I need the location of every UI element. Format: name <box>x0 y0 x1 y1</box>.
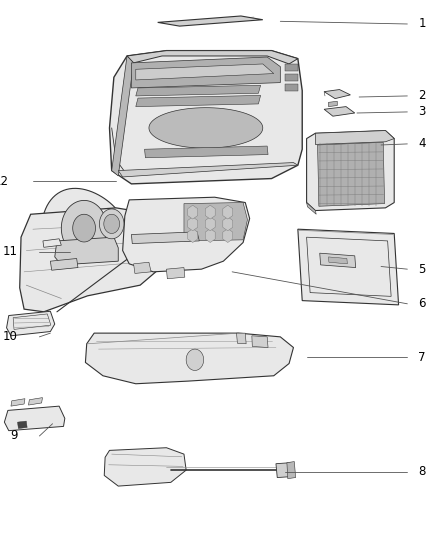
Polygon shape <box>99 209 124 239</box>
Polygon shape <box>136 64 274 80</box>
Polygon shape <box>42 188 125 270</box>
Polygon shape <box>285 84 298 91</box>
Polygon shape <box>55 237 118 265</box>
Text: 6: 6 <box>418 297 426 310</box>
Polygon shape <box>50 259 78 270</box>
Polygon shape <box>285 74 298 81</box>
Polygon shape <box>145 146 268 158</box>
Text: 10: 10 <box>3 330 18 343</box>
Polygon shape <box>328 101 337 107</box>
Text: 5: 5 <box>418 263 426 276</box>
Text: 1: 1 <box>418 18 426 30</box>
Polygon shape <box>307 131 394 211</box>
Polygon shape <box>188 205 198 219</box>
Polygon shape <box>328 257 347 264</box>
Polygon shape <box>118 163 298 177</box>
Polygon shape <box>205 217 215 231</box>
Polygon shape <box>61 200 107 256</box>
Polygon shape <box>20 208 173 312</box>
Text: 2: 2 <box>418 90 426 102</box>
Polygon shape <box>252 336 268 348</box>
Polygon shape <box>315 131 394 144</box>
Polygon shape <box>186 349 204 370</box>
Polygon shape <box>7 311 55 336</box>
Polygon shape <box>85 333 293 384</box>
Polygon shape <box>131 232 199 244</box>
Polygon shape <box>320 253 356 268</box>
Polygon shape <box>104 448 186 486</box>
Polygon shape <box>131 57 280 88</box>
Polygon shape <box>324 90 350 99</box>
Polygon shape <box>205 229 215 243</box>
Polygon shape <box>184 203 247 241</box>
Polygon shape <box>166 268 185 279</box>
Text: 3: 3 <box>418 106 426 118</box>
Polygon shape <box>188 217 198 231</box>
Polygon shape <box>136 85 261 96</box>
Polygon shape <box>134 262 151 273</box>
Polygon shape <box>18 421 27 429</box>
Text: 9: 9 <box>10 430 18 442</box>
Text: 8: 8 <box>418 465 426 478</box>
Polygon shape <box>123 197 250 272</box>
Text: 4: 4 <box>418 138 426 150</box>
Text: 12: 12 <box>0 175 9 188</box>
Polygon shape <box>223 217 233 231</box>
Polygon shape <box>205 205 215 219</box>
Polygon shape <box>287 462 296 479</box>
Polygon shape <box>237 333 246 344</box>
Polygon shape <box>158 16 263 26</box>
Polygon shape <box>188 229 198 243</box>
Polygon shape <box>43 239 61 247</box>
Text: 7: 7 <box>418 351 426 364</box>
Polygon shape <box>28 398 42 405</box>
Polygon shape <box>73 214 95 242</box>
Polygon shape <box>104 214 120 233</box>
Polygon shape <box>11 399 25 406</box>
Polygon shape <box>223 205 233 219</box>
Polygon shape <box>285 64 298 71</box>
Polygon shape <box>324 107 355 116</box>
Polygon shape <box>276 463 293 478</box>
Polygon shape <box>149 108 263 148</box>
Polygon shape <box>307 203 316 214</box>
Polygon shape <box>223 229 233 243</box>
Text: 11: 11 <box>3 245 18 258</box>
Polygon shape <box>4 406 65 431</box>
Polygon shape <box>136 95 261 107</box>
Polygon shape <box>112 56 134 176</box>
Polygon shape <box>127 51 298 64</box>
Polygon shape <box>110 51 302 184</box>
Polygon shape <box>318 142 385 206</box>
Polygon shape <box>298 229 399 305</box>
